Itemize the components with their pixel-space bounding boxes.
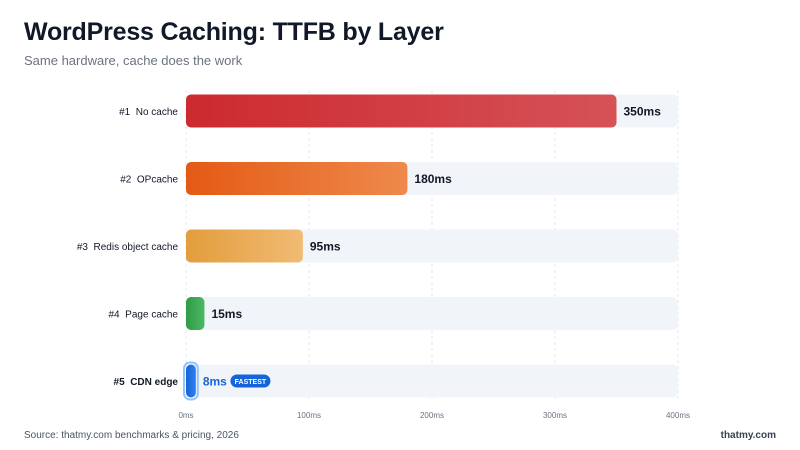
x-tick-label: 100ms [297,411,321,420]
value-label: 8ms [203,375,227,389]
value-label: 95ms [310,240,341,254]
x-tick-label: 200ms [420,411,444,420]
fastest-badge [230,374,271,388]
chart-title: WordPress Caching: TTFB by Layer [24,18,444,46]
bar-track [186,297,678,330]
value-label: 15ms [211,307,242,321]
x-tick-label: 300ms [543,411,567,420]
value-label: 350ms [624,105,662,119]
value-label: 180ms [414,172,452,186]
category-label: #4 Page cache [109,310,179,321]
category-label: #3 Redis object cache [77,242,179,253]
category-label: #2 OPcache [120,175,178,186]
bar-track [186,364,678,398]
bar [186,229,303,263]
bar-highlight-ring [183,361,199,401]
brand-mark: thatmy.com [720,430,776,441]
bar [186,297,205,330]
x-tick-label: 0ms [178,411,193,420]
fastest-badge-label: FASTEST [235,379,267,386]
bar [186,162,408,195]
category-label: #1 No cache [119,107,178,118]
source-note: Source: thatmy.com benchmarks & pricing,… [24,430,239,441]
category-label: #5 CDN edge [114,377,179,388]
chart-subtitle: Same hardware, cache does the work [24,53,243,68]
x-tick-label: 400ms [666,411,690,420]
bar [186,94,617,128]
bar [186,364,196,398]
bar-track [186,229,678,263]
